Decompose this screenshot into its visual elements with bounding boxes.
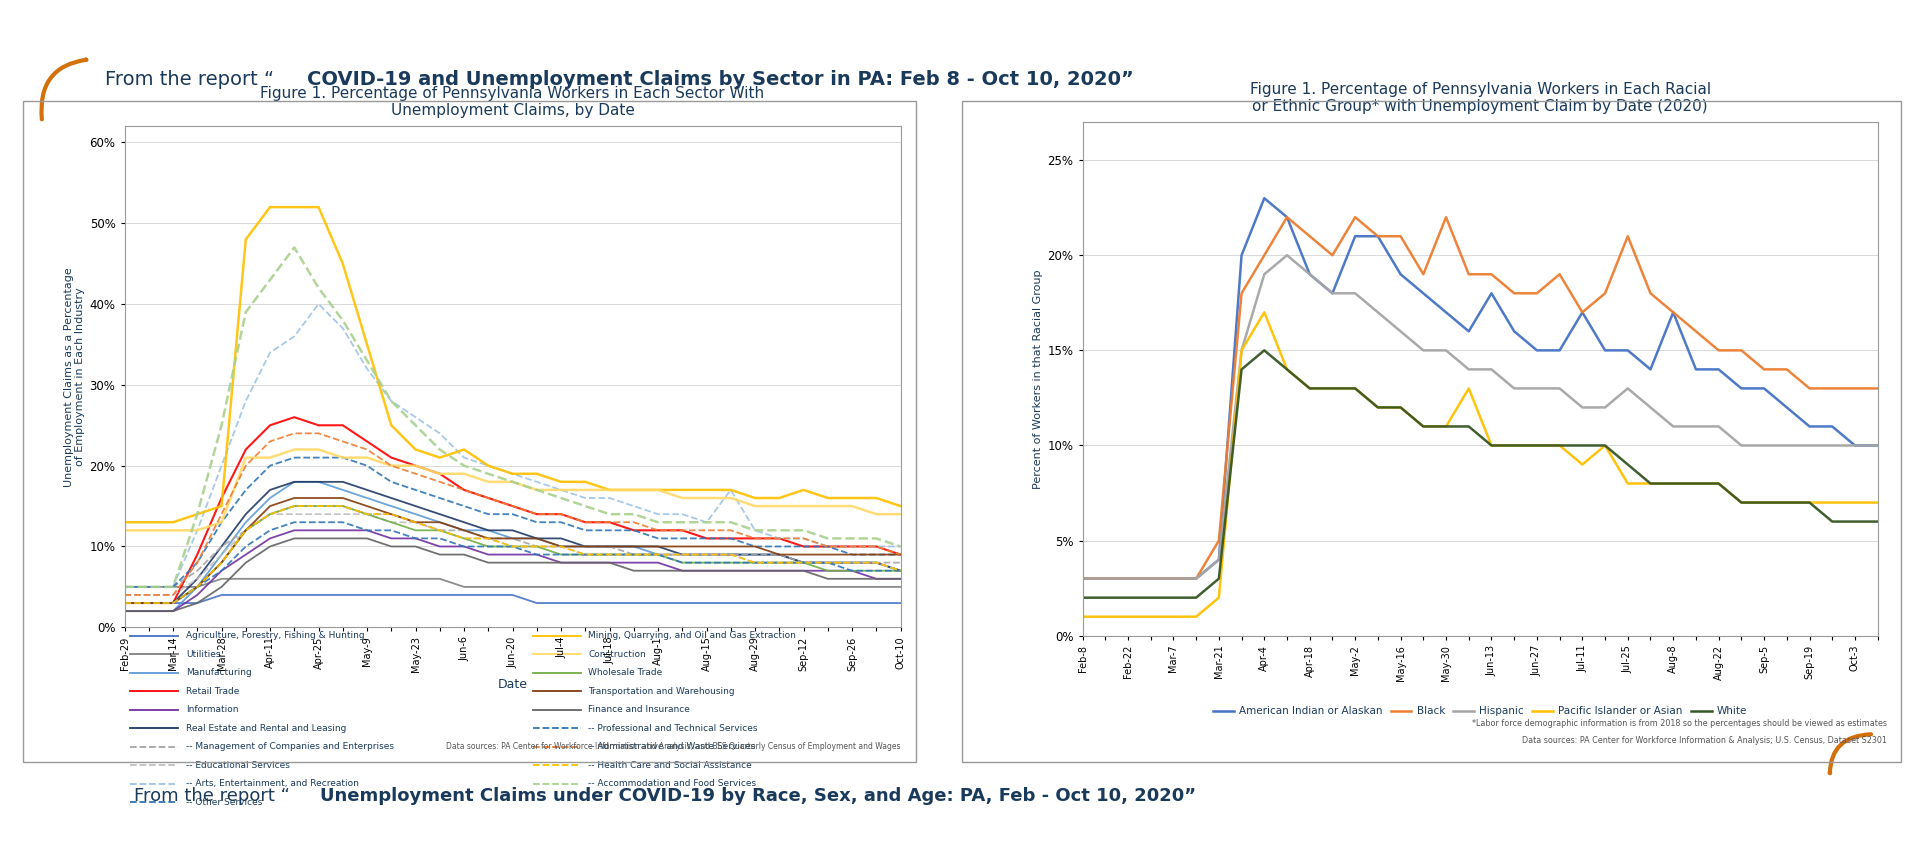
Text: From the report “: From the report “ [134,786,289,805]
Text: Construction: Construction [588,650,646,658]
Text: -- Accommodation and Food Services: -- Accommodation and Food Services [588,780,757,788]
Text: Data sources: PA Center for Workforce Information & Analysis; U.S. Census, Datas: Data sources: PA Center for Workforce In… [1523,736,1887,745]
Y-axis label: Unemployment Claims as a Percentage
of Employment in Each Industry: Unemployment Claims as a Percentage of E… [63,267,86,487]
Text: Finance and Insurance: Finance and Insurance [588,706,690,714]
Text: Wholesale Trade: Wholesale Trade [588,669,663,677]
Text: -- Administrative and Waste Services: -- Administrative and Waste Services [588,743,755,751]
Text: -- Health Care and Social Assistance: -- Health Care and Social Assistance [588,761,751,770]
Text: -- Arts, Entertainment, and Recreation: -- Arts, Entertainment, and Recreation [186,780,358,788]
X-axis label: Date: Date [498,678,527,691]
Text: -- Educational Services: -- Educational Services [186,761,289,770]
Y-axis label: Percent of Workers in that Racial Group: Percent of Workers in that Racial Group [1033,269,1044,488]
Text: Retail Trade: Retail Trade [186,687,240,695]
Text: Manufacturing: Manufacturing [186,669,251,677]
Text: -- Management of Companies and Enterprises: -- Management of Companies and Enterpris… [186,743,395,751]
Legend: American Indian or Alaskan, Black, Hispanic, Pacific Islander or Asian, White: American Indian or Alaskan, Black, Hispa… [1209,702,1751,721]
Title: Figure 1. Percentage of Pennsylvania Workers in Each Racial
or Ethnic Group* wit: Figure 1. Percentage of Pennsylvania Wor… [1249,82,1711,114]
Text: Data sources: PA Center for Workforce Information and Analysis; and BLS Quarterl: Data sources: PA Center for Workforce In… [446,742,901,751]
Text: -- Other Services: -- Other Services [186,798,262,807]
Text: Utilities: Utilities [186,650,220,658]
Text: Information: Information [186,706,238,714]
Text: Transportation and Warehousing: Transportation and Warehousing [588,687,736,695]
Text: Unemployment Claims under COVID-19 by Race, Sex, and Age: PA, Feb - Oct 10, 2020: Unemployment Claims under COVID-19 by Ra… [320,786,1196,805]
Text: COVID-19 and Unemployment Claims by Sector in PA: Feb 8 - Oct 10, 2020”: COVID-19 and Unemployment Claims by Sect… [307,71,1132,89]
Text: Agriculture, Forestry, Fishing & Hunting: Agriculture, Forestry, Fishing & Hunting [186,632,364,640]
Text: Mining, Quarrying, and Oil and Gas Extraction: Mining, Quarrying, and Oil and Gas Extra… [588,632,795,640]
Text: From the report “: From the report “ [105,71,274,89]
Text: Real Estate and Rental and Leasing: Real Estate and Rental and Leasing [186,724,347,733]
Text: -- Professional and Technical Services: -- Professional and Technical Services [588,724,757,733]
Text: *Labor force demographic information is from 2018 so the percentages should be v: *Labor force demographic information is … [1471,719,1887,728]
Title: Figure 1. Percentage of Pennsylvania Workers in Each Sector With
Unemployment Cl: Figure 1. Percentage of Pennsylvania Wor… [261,86,764,118]
